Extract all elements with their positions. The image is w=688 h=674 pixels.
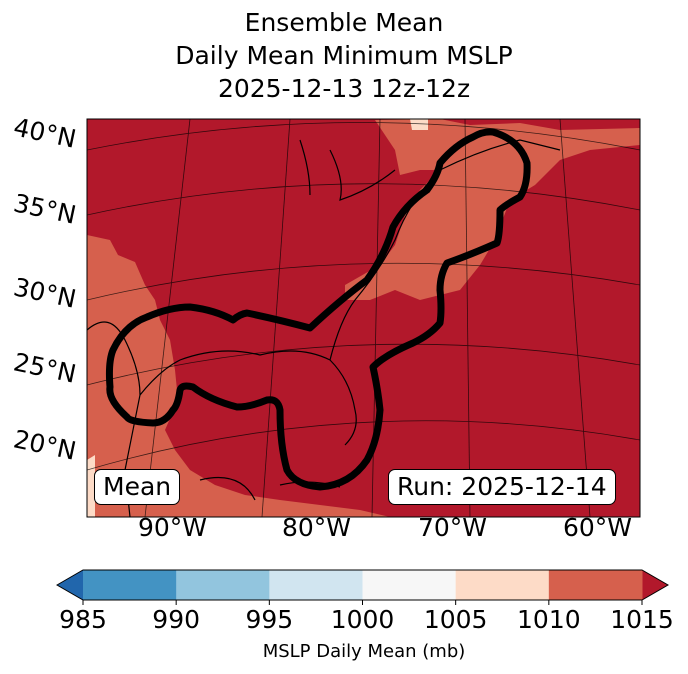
lon-label-80w: 80°W [282, 513, 352, 542]
title-line-2: Daily Mean Minimum MSLP [175, 41, 513, 70]
map-background-over-1015 [87, 119, 640, 517]
colorbar-tick-label: 1015 [610, 605, 674, 634]
colorbar-tick-label: 995 [245, 605, 294, 634]
lon-label-70w: 70°W [418, 513, 488, 542]
mean-label-box: Mean [94, 469, 181, 505]
lon-label-90w: 90°W [138, 513, 208, 542]
colorbar-label: MSLP Daily Mean (mb) [262, 641, 466, 662]
colorbar-tick-label: 1010 [517, 605, 581, 634]
colorbar-segment [176, 570, 270, 600]
colorbar-tick-label: 1000 [330, 605, 395, 634]
run-date-label-box: Run: 2025-12-14 [388, 469, 616, 505]
title-line-1: Ensemble Mean [244, 8, 444, 37]
colorbar-over-arrow [642, 570, 668, 600]
region-1010-1015-northeast [345, 119, 640, 300]
gridlines [87, 119, 640, 517]
mean-contour-1015 [105, 128, 531, 491]
lon-label-60w: 60°W [563, 513, 633, 542]
colorbar-segment [548, 570, 643, 600]
colorbar-tick-label: 990 [152, 605, 201, 634]
colorbar-under-arrow [57, 570, 83, 600]
colorbar [55, 569, 670, 605]
region-1010-1015-west [87, 235, 390, 517]
colorbar-tick-label: 985 [59, 605, 107, 634]
title-line-3: 2025-12-13 12z-12z [217, 74, 471, 103]
colorbar-segment [455, 570, 550, 600]
colorbar-segment [362, 570, 457, 600]
colorbar-segment [269, 570, 363, 600]
colorbar-tick-label: 1005 [423, 605, 488, 634]
colorbar-segment [83, 570, 177, 600]
map-frame [86, 118, 641, 518]
